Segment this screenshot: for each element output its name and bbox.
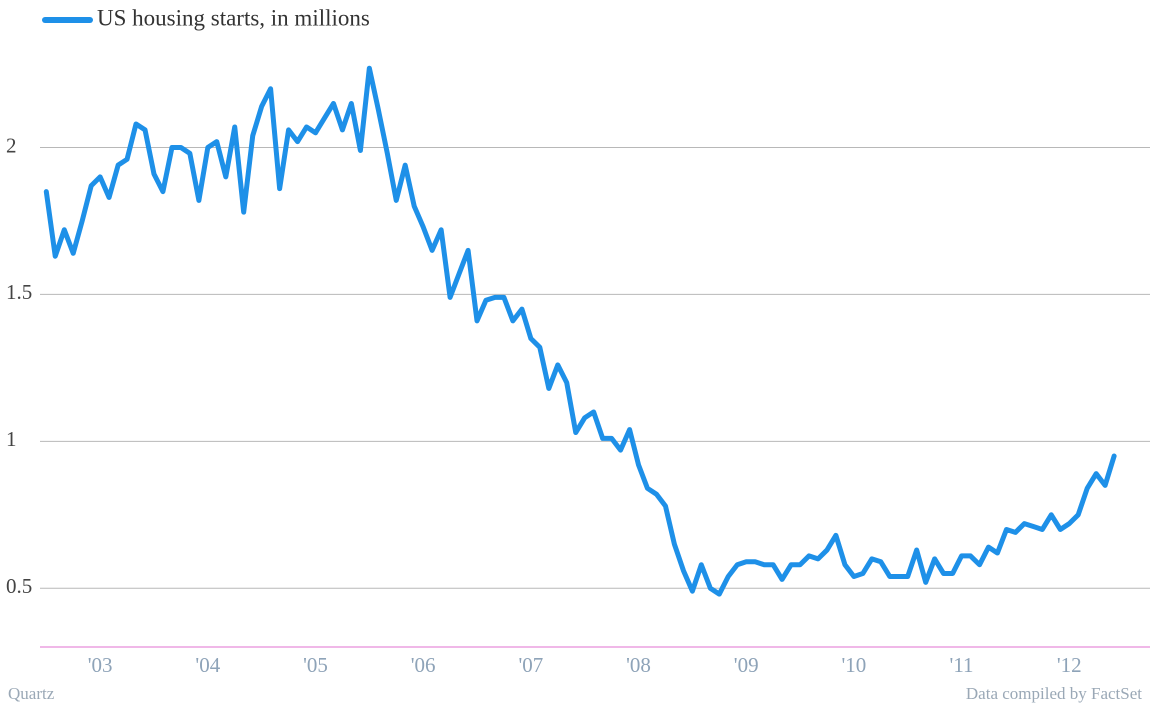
x-tick-label: '03 xyxy=(88,653,113,677)
x-tick-label: '10 xyxy=(841,653,866,677)
x-tick-label: '08 xyxy=(626,653,651,677)
data-line xyxy=(43,65,1117,597)
credit: Quartz xyxy=(8,684,55,703)
y-tick-label: 0.5 xyxy=(6,574,32,598)
x-tick-label: '07 xyxy=(518,653,543,677)
source: Data compiled by FactSet xyxy=(966,684,1142,703)
y-tick-label: 2 xyxy=(6,133,17,157)
x-tick-label: '12 xyxy=(1057,653,1082,677)
x-tick-label: '04 xyxy=(195,653,220,677)
x-tick-label: '11 xyxy=(950,653,974,677)
y-tick-label: 1 xyxy=(6,427,17,451)
legend-label: US housing starts, in millions xyxy=(97,5,370,30)
x-tick-label: '09 xyxy=(734,653,759,677)
x-tick-label: '05 xyxy=(303,653,328,677)
x-tick-label: '06 xyxy=(411,653,436,677)
y-tick-label: 1.5 xyxy=(6,280,32,304)
